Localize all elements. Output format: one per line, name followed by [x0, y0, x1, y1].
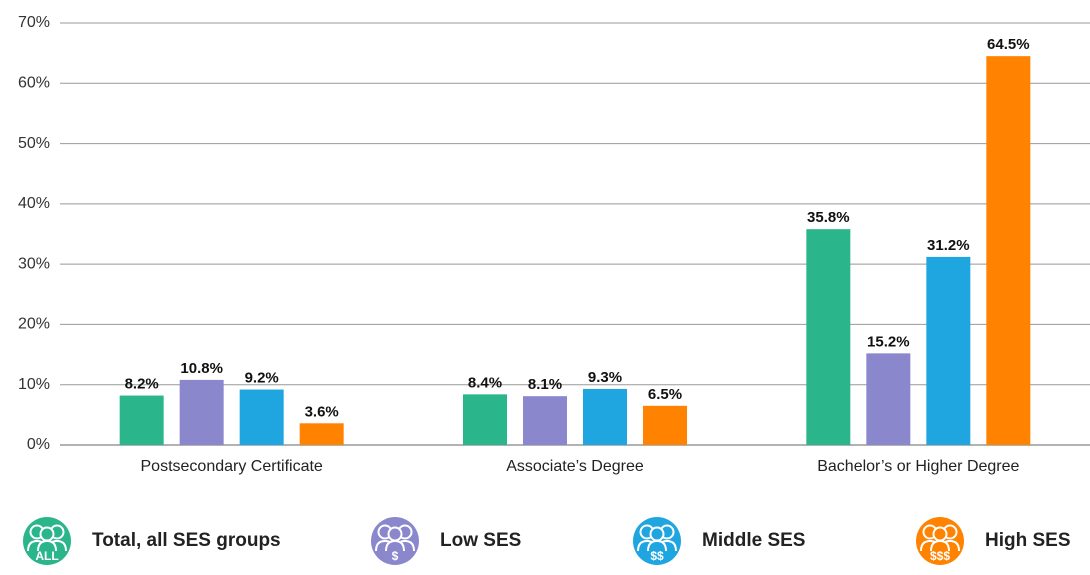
y-tick-label: 40% [18, 195, 50, 212]
value-label: 3.6% [305, 403, 339, 420]
bar [179, 379, 224, 445]
bar [583, 388, 627, 445]
icon-head [387, 526, 403, 542]
value-label: 9.3% [588, 369, 622, 386]
y-tick-label: 50% [18, 135, 50, 152]
value-label: 6.5% [648, 386, 682, 403]
icon-head [39, 526, 55, 542]
bar [119, 395, 164, 445]
value-label: 15.2% [867, 333, 910, 350]
icon-body [37, 539, 57, 552]
legend-item: $$$ High SES [916, 517, 1071, 565]
value-label: 35.8% [807, 209, 850, 226]
legend-label: Middle SES [702, 530, 805, 551]
bar [463, 394, 507, 445]
legend-label: Total, all SES groups [92, 530, 281, 551]
bar [523, 396, 567, 445]
legend-item: $ Low SES [371, 517, 521, 565]
bar [926, 256, 971, 445]
icon-label: $ [392, 549, 399, 563]
legend-label: High SES [985, 530, 1071, 551]
bar [806, 229, 851, 445]
value-label: 8.1% [528, 376, 562, 393]
y-tick-label: 10% [18, 376, 50, 393]
y-tick-label: 20% [18, 316, 50, 333]
icon-label: $$ [650, 549, 664, 563]
icon-head [649, 526, 665, 542]
value-label: 64.5% [987, 36, 1030, 53]
value-label: 8.4% [468, 374, 502, 391]
bar [239, 389, 284, 445]
value-label: 9.2% [245, 370, 279, 387]
y-tick-label: 0% [27, 436, 50, 453]
y-tick-label: 70% [18, 14, 50, 31]
icon-label: ALL [35, 549, 58, 563]
icon-body [385, 539, 405, 552]
x-tick-label: Bachelor’s or Higher Degree [817, 458, 1019, 475]
bar [643, 405, 687, 445]
icon-body [930, 539, 950, 552]
value-label: 31.2% [927, 237, 970, 254]
legend-label: Low SES [440, 530, 521, 551]
bar [866, 353, 911, 445]
x-tick-label: Associate’s Degree [506, 458, 644, 475]
y-tick-label: 60% [18, 75, 50, 92]
icon-head [932, 526, 948, 542]
icon-label: $$$ [930, 549, 950, 563]
x-tick-label: Postsecondary Certificate [141, 458, 323, 475]
bar [986, 56, 1031, 446]
y-tick-label: 30% [18, 255, 50, 272]
icon-body [647, 539, 667, 552]
value-label: 8.2% [125, 376, 159, 393]
legend-item: $$ Middle SES [633, 517, 805, 565]
bar [299, 423, 344, 445]
legend-item: ALL Total, all SES groups [23, 517, 281, 565]
value-label: 10.8% [180, 360, 223, 377]
